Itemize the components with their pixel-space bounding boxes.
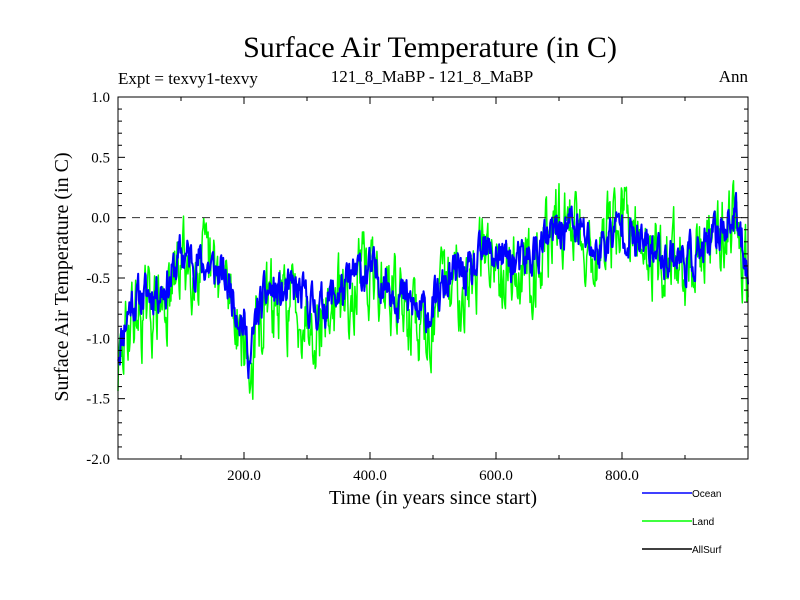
y-tick-label: 0.5 bbox=[91, 150, 110, 166]
y-tick-label: 0.0 bbox=[91, 211, 110, 227]
series-line-ocean bbox=[117, 191, 749, 380]
legend: Ocean Land AllSurf bbox=[642, 489, 722, 556]
plot-area: -2.0 -1.5 -1.0 -0.5 0.0 0.5 1.0 200.0 400.0 600.0… bbox=[86, 90, 749, 484]
legend-label-land: Land bbox=[692, 517, 714, 528]
experiment-label: Expt = texvy1-texvy bbox=[118, 69, 258, 88]
x-tick-label: 400.0 bbox=[353, 468, 387, 484]
plot-frame bbox=[117, 96, 749, 460]
legend-label-allsurf: AllSurf bbox=[692, 545, 722, 556]
x-tick-label: 800.0 bbox=[605, 468, 639, 484]
y-tick-label: -0.5 bbox=[86, 271, 110, 287]
period-label: 121_8_MaBP - 121_8_MaBP bbox=[331, 67, 533, 86]
ticks-layer: -2.0 -1.5 -1.0 -0.5 0.0 0.5 1.0 200.0 400.0 600.0… bbox=[86, 90, 748, 484]
x-axis-label: Time (in years since start) bbox=[329, 487, 537, 509]
series-layer bbox=[117, 179, 749, 401]
y-tick-label: -1.0 bbox=[86, 331, 110, 347]
y-tick-label: -1.5 bbox=[86, 392, 110, 408]
y-axis-label: Surface Air Temperature (in C) bbox=[51, 152, 73, 401]
y-tick-label: 1.0 bbox=[91, 90, 110, 106]
x-tick-label: 200.0 bbox=[227, 468, 261, 484]
y-tick-label: -2.0 bbox=[86, 452, 110, 468]
legend-label-ocean: Ocean bbox=[692, 489, 721, 500]
season-label: Ann bbox=[719, 67, 749, 86]
x-tick-label: 600.0 bbox=[479, 468, 513, 484]
chart-title: Surface Air Temperature (in C) bbox=[243, 31, 617, 64]
